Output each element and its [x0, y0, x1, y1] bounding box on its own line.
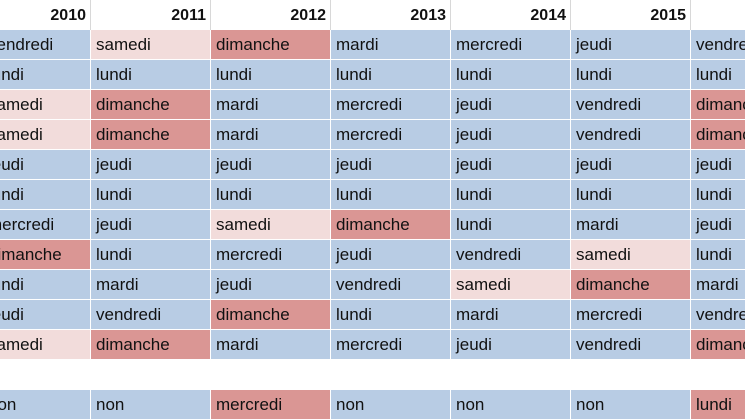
day-cell: jeudi: [0, 300, 91, 330]
day-cell: dimanche: [331, 210, 451, 240]
day-cell: lundi: [691, 60, 745, 90]
day-cell: jeudi: [451, 120, 571, 150]
empty-row: [0, 360, 745, 391]
day-cell: vendredi: [0, 30, 91, 60]
day-cell: jeudi: [451, 90, 571, 120]
day-cell: jeudi: [91, 210, 211, 240]
day-cell: vendredi: [691, 30, 745, 60]
day-cell: non: [451, 390, 571, 419]
day-cell: dimanche: [691, 120, 745, 150]
day-cell: lundi: [91, 60, 211, 90]
day-cell: samedi: [211, 210, 331, 240]
day-cell: lundi: [0, 270, 91, 300]
day-cell: mercredi: [331, 120, 451, 150]
day-cell: mardi: [211, 120, 331, 150]
day-cell: jeudi: [451, 150, 571, 180]
day-cell: mardi: [91, 270, 211, 300]
day-cell: jeudi: [571, 150, 691, 180]
day-cell: jeudi: [211, 150, 331, 180]
column-header: 2012: [211, 0, 331, 30]
day-cell: mardi: [211, 330, 331, 360]
day-cell: lundi: [691, 240, 745, 270]
day-cell: dimanche: [691, 330, 745, 360]
day-cell: dimanche: [211, 30, 331, 60]
day-cell: mercredi: [331, 330, 451, 360]
day-cell: mercredi: [331, 90, 451, 120]
day-cell: vendredi: [571, 90, 691, 120]
day-cell: dimanche: [91, 330, 211, 360]
day-cell: jeudi: [691, 150, 745, 180]
day-cell: mercredi: [211, 240, 331, 270]
day-cell: lundi: [211, 180, 331, 210]
day-cell: mardi: [451, 300, 571, 330]
day-cell: vendredi: [451, 240, 571, 270]
day-cell: jeudi: [331, 150, 451, 180]
day-cell: lundi: [91, 180, 211, 210]
day-cell: dimanche: [0, 240, 91, 270]
day-cell: dimanche: [211, 300, 331, 330]
day-cell: mercredi: [211, 390, 331, 419]
day-cell: jeudi: [691, 210, 745, 240]
column-header: 2010: [0, 0, 91, 30]
day-cell: samedi: [0, 330, 91, 360]
day-cell: jeudi: [91, 150, 211, 180]
day-cell: mardi: [211, 90, 331, 120]
day-cell: dimanche: [571, 270, 691, 300]
day-cell: mardi: [571, 210, 691, 240]
day-cell: lundi: [691, 390, 745, 419]
column-header: 2015: [571, 0, 691, 30]
day-cell: lundi: [451, 180, 571, 210]
day-cell: samedi: [0, 120, 91, 150]
day-cell: lundi: [331, 60, 451, 90]
day-cell: vendredi: [691, 300, 745, 330]
day-cell: lundi: [691, 180, 745, 210]
day-cell: dimanche: [691, 90, 745, 120]
day-cell: jeudi: [211, 270, 331, 300]
day-cell: non: [91, 390, 211, 419]
day-cell: samedi: [91, 30, 211, 60]
day-cell: jeudi: [331, 240, 451, 270]
day-cell: lundi: [451, 60, 571, 90]
day-cell: vendredi: [571, 120, 691, 150]
day-cell: samedi: [451, 270, 571, 300]
day-cell: jeudi: [0, 150, 91, 180]
day-cell: jeudi: [571, 30, 691, 60]
day-cell: jeudi: [451, 330, 571, 360]
day-cell: non: [0, 390, 91, 419]
day-cell: lundi: [331, 300, 451, 330]
day-cell: dimanche: [91, 90, 211, 120]
day-cell: mercredi: [0, 210, 91, 240]
day-cell: mardi: [331, 30, 451, 60]
day-cell: lundi: [0, 60, 91, 90]
day-cell: mercredi: [451, 30, 571, 60]
day-cell: lundi: [571, 60, 691, 90]
day-cell: lundi: [331, 180, 451, 210]
day-cell: vendredi: [571, 330, 691, 360]
day-cell: mardi: [691, 270, 745, 300]
day-cell: mercredi: [571, 300, 691, 330]
day-cell: dimanche: [91, 120, 211, 150]
day-cell: samedi: [0, 90, 91, 120]
day-cell: non: [331, 390, 451, 419]
day-cell: samedi: [571, 240, 691, 270]
day-cell: lundi: [451, 210, 571, 240]
day-cell: vendredi: [331, 270, 451, 300]
column-header: 2014: [451, 0, 571, 30]
day-cell: lundi: [91, 240, 211, 270]
day-cell: lundi: [0, 180, 91, 210]
column-header: 2013: [331, 0, 451, 30]
day-cell: lundi: [211, 60, 331, 90]
day-cell: vendredi: [91, 300, 211, 330]
day-cell: lundi: [571, 180, 691, 210]
column-header: 2011: [91, 0, 211, 30]
day-cell: non: [571, 390, 691, 419]
